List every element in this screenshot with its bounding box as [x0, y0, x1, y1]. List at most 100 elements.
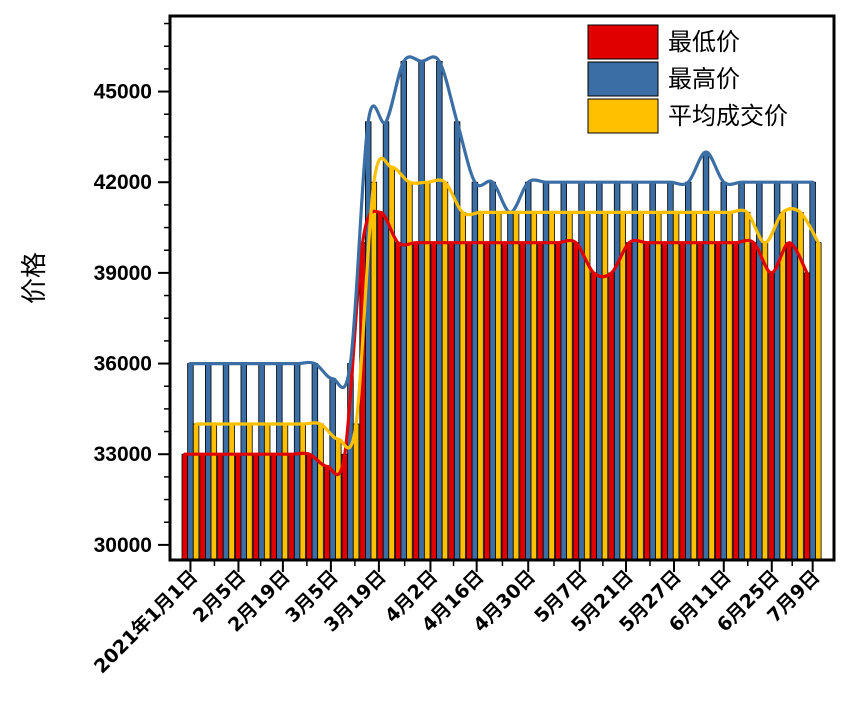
bar-avg-29 — [708, 212, 715, 561]
bar-high-21 — [560, 181, 567, 561]
bar-avg-19 — [530, 212, 538, 561]
bar-low-17 — [483, 242, 491, 561]
bar-low-15 — [448, 242, 455, 561]
bar-high-24 — [613, 181, 621, 561]
bar-avg-24 — [619, 212, 626, 561]
bar-avg-8 — [335, 438, 342, 561]
bar-high-20 — [542, 181, 550, 561]
legend-label-avg: 平均成交价 — [668, 102, 788, 130]
bar-low-1 — [199, 453, 206, 561]
bar-low-11 — [377, 212, 384, 561]
bar-low-18 — [501, 242, 509, 561]
bar-high-15 — [453, 121, 461, 561]
bar-high-13 — [418, 60, 425, 561]
bar-low-28 — [679, 242, 686, 561]
bar-low-12 — [394, 242, 402, 561]
bar-low-34 — [786, 242, 793, 561]
bar-low-22 — [572, 242, 580, 561]
trend-line-high — [188, 55, 815, 390]
bar-low-21 — [554, 242, 562, 561]
bar-low-13 — [412, 242, 420, 561]
bar-high-11 — [382, 121, 390, 561]
bar-high-31 — [738, 181, 745, 561]
bar-high-6 — [293, 363, 301, 561]
bar-high-28 — [685, 181, 692, 561]
bar-avg-0 — [192, 423, 200, 561]
bar-low-31 — [732, 242, 740, 561]
bar-avg-20 — [548, 212, 555, 561]
bar-low-0 — [181, 453, 189, 561]
bar-avg-9 — [352, 423, 360, 561]
bar-avg-31 — [743, 212, 751, 561]
bar-avg-4 — [263, 423, 271, 561]
bar-high-19 — [525, 181, 532, 561]
bar-low-19 — [519, 242, 526, 561]
bar-low-33 — [768, 272, 775, 561]
bar-high-0 — [187, 363, 194, 561]
bar-avg-18 — [512, 212, 520, 561]
bar-avg-3 — [246, 423, 253, 561]
bar-high-2 — [222, 363, 230, 561]
bar-low-3 — [234, 453, 242, 561]
bar-high-30 — [720, 181, 727, 561]
bar-low-26 — [643, 242, 651, 561]
bar-low-16 — [466, 242, 473, 561]
legend-swatch-low — [587, 24, 659, 60]
y-tick-label-42000: 42000 — [94, 171, 152, 194]
trend-line-low — [183, 209, 809, 477]
bar-high-17 — [489, 181, 496, 561]
bar-high-18 — [507, 212, 514, 561]
bar-low-6 — [288, 453, 295, 561]
bar-high-23 — [596, 181, 603, 561]
bar-high-3 — [240, 363, 247, 561]
bar-low-25 — [626, 242, 633, 561]
bar-avg-28 — [690, 212, 698, 561]
legend-swatch-high — [587, 61, 659, 97]
bar-avg-15 — [459, 212, 466, 561]
bar-avg-21 — [566, 212, 573, 561]
bar-avg-26 — [655, 212, 662, 561]
legend-swatch-avg — [587, 98, 659, 134]
bar-low-8 — [323, 465, 331, 561]
bar-low-24 — [608, 272, 615, 561]
y-tick-label-36000: 36000 — [94, 353, 152, 376]
bar-low-4 — [252, 453, 260, 561]
trend-line-avg — [194, 156, 820, 450]
bar-low-20 — [537, 242, 544, 561]
bar-low-5 — [270, 453, 277, 561]
y-tick-label-45000: 45000 — [94, 81, 152, 104]
bar-avg-13 — [423, 181, 431, 561]
bar-low-30 — [714, 242, 722, 561]
bar-avg-1 — [210, 423, 218, 561]
bar-high-10 — [365, 121, 372, 561]
bar-avg-35 — [815, 242, 822, 561]
y-tick-label-30000: 30000 — [94, 534, 152, 557]
bar-avg-33 — [779, 212, 786, 561]
bar-high-14 — [436, 60, 443, 561]
bar-low-27 — [661, 242, 669, 561]
bar-low-2 — [217, 453, 224, 561]
x-tick-label-0: 2021年1月1日 — [89, 565, 202, 678]
bar-low-7 — [306, 453, 313, 561]
bar-high-12 — [400, 60, 407, 561]
bar-avg-6 — [299, 423, 306, 561]
bar-low-32 — [750, 242, 757, 561]
bar-low-14 — [430, 242, 437, 561]
legend-label-high: 最高价 — [668, 65, 740, 93]
bar-avg-27 — [672, 212, 680, 561]
bar-high-16 — [471, 181, 479, 561]
bar-low-23 — [590, 272, 597, 561]
bar-avg-14 — [441, 181, 449, 561]
bar-avg-12 — [406, 181, 413, 561]
bar-high-33 — [773, 181, 781, 561]
bar-avg-10 — [370, 181, 378, 561]
bar-high-34 — [791, 181, 799, 561]
bar-avg-16 — [477, 212, 484, 561]
bar-high-27 — [667, 181, 674, 561]
bar-low-29 — [697, 242, 704, 561]
trend-lines-layer — [183, 55, 820, 477]
bar-high-4 — [258, 363, 265, 561]
bar-avg-32 — [761, 242, 769, 561]
